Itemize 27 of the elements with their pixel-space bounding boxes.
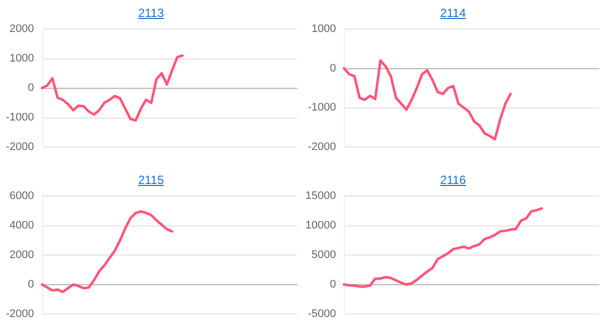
y-tick-label: 1000 [312, 23, 336, 35]
y-tick-label: 6000 [10, 190, 34, 202]
y-tick-label: -1000 [6, 112, 34, 124]
y-tick-label: 4000 [10, 220, 34, 232]
line-series [342, 207, 544, 288]
chart-title: 2115 [137, 172, 165, 189]
y-tick-label: 15000 [305, 190, 336, 202]
y-tick-label: 0 [28, 82, 34, 94]
y-tick-label: 5000 [312, 249, 336, 261]
y-tick-label: 2000 [10, 23, 34, 35]
y-tick-label: 0 [330, 62, 336, 74]
line-series [342, 59, 512, 140]
line-series [40, 54, 184, 122]
chart-title: 2114 [439, 5, 467, 22]
line-series [40, 210, 174, 294]
chart-title: 2113 [137, 5, 165, 22]
y-tick-label: 2000 [10, 249, 34, 261]
y-tick-label: 1000 [10, 52, 34, 64]
y-tick-label: 0 [330, 278, 336, 290]
y-tick-label: -2000 [6, 308, 34, 320]
y-tick-label: -2000 [308, 141, 336, 153]
y-tick-label: -5000 [308, 308, 336, 320]
y-tick-label: -2000 [6, 141, 34, 153]
chart-title: 2116 [439, 172, 467, 189]
y-tick-label: 0 [28, 278, 34, 290]
y-tick-label: -1000 [308, 102, 336, 114]
y-tick-label: 10000 [305, 220, 336, 232]
